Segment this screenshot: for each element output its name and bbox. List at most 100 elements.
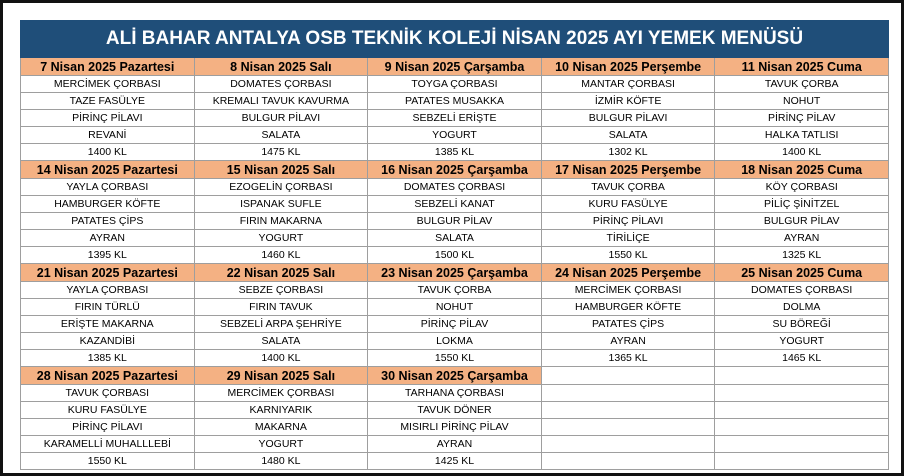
menu-item-row: PİRİNÇ PİLAVI MAKARNA MISIRLI PİRİNÇ PİLAV: [20, 418, 889, 436]
menu-item-cell: YAYLA ÇORBASI: [20, 281, 195, 299]
day-date-header: 29 Nisan 2025 Salı: [193, 366, 369, 385]
menu-item-cell: KARAMELLİ MUHALLLEBİ: [20, 435, 195, 453]
menu-item-cell: PİRİNÇ PİLAVI: [20, 418, 195, 436]
menu-item-cell: PİRİNÇ PİLAV: [714, 109, 889, 127]
day-date-header: 16 Nisan 2025 Çarşamba: [367, 160, 542, 179]
calorie-cell: 1480 KL: [193, 452, 369, 470]
menu-item-cell: LOKMA: [367, 332, 542, 350]
day-date-header: 9 Nisan 2025 Çarşamba: [367, 57, 542, 76]
menu-item-cell: TAVUK ÇORBA: [540, 178, 716, 196]
calorie-cell: 1550 KL: [20, 452, 195, 470]
menu-item-cell: YOGURT: [193, 229, 369, 247]
menu-item-cell: BULGUR PİLAV: [714, 212, 889, 230]
empty-cell: [540, 452, 716, 470]
calorie-cell: 1475 KL: [193, 143, 369, 161]
day-date-header: 10 Nisan 2025 Perşembe: [540, 57, 716, 76]
week-date-row: 14 Nisan 2025 Pazartesi 15 Nisan 2025 Sal…: [20, 160, 889, 179]
menu-item-cell: DOLMA: [714, 298, 889, 316]
calorie-cell: 1400 KL: [20, 143, 195, 161]
menu-item-row: FIRIN TÜRLÜ FIRIN TAVUK NOHUT HAMBURGER KÖF…: [20, 298, 889, 316]
title-row: ALİ BAHAR ANTALYA OSB TEKNİK KOLEJİ NİSA…: [20, 20, 889, 58]
menu-item-cell: MAKARNA: [193, 418, 369, 436]
menu-item-row: 1385 KL 1400 KL 1550 KL 1365 KL 1465 KL: [20, 349, 889, 367]
menu-item-cell: MERCİMEK ÇORBASI: [540, 281, 716, 299]
menu-item-cell: BULGUR PİLAVI: [193, 109, 369, 127]
menu-item-cell: TAZE FASÜLYE: [20, 92, 195, 110]
menu-item-cell: KÖY ÇORBASI: [714, 178, 889, 196]
menu-item-row: KARAMELLİ MUHALLLEBİ YOGURT AYRAN: [20, 435, 889, 453]
day-date-header: 18 Nisan 2025 Cuma: [714, 160, 889, 179]
menu-item-cell: FIRIN TÜRLÜ: [20, 298, 195, 316]
calorie-cell: 1395 KL: [20, 246, 195, 264]
calorie-cell: 1460 KL: [193, 246, 369, 264]
menu-item-cell: NOHUT: [367, 298, 542, 316]
menu-item-cell: PATATES MUSAKKA: [367, 92, 542, 110]
empty-cell: [540, 366, 716, 385]
menu-item-row: ERİŞTE MAKARNA SEBZELİ ARPA ŞEHRİYE PİRİNÇ…: [20, 315, 889, 333]
menu-item-row: YAYLA ÇORBASI EZOGELİN ÇORBASI DOMATES ÇOR…: [20, 178, 889, 196]
menu-item-cell: TAVUK ÇORBASI: [20, 384, 195, 402]
calorie-cell: 1500 KL: [367, 246, 542, 264]
day-date-header: 14 Nisan 2025 Pazartesi: [20, 160, 195, 179]
week-date-row: 28 Nisan 2025 Pazartesi 29 Nisan 2025 Sal…: [20, 366, 889, 385]
empty-cell: [714, 384, 889, 402]
menu-item-cell: DOMATES ÇORBASI: [367, 178, 542, 196]
menu-item-cell: SALATA: [193, 126, 369, 144]
menu-item-cell: TAVUK ÇORBA: [367, 281, 542, 299]
menu-item-cell: PİRİNÇ PİLAVI: [20, 109, 195, 127]
menu-item-cell: MISIRLI PİRİNÇ PİLAV: [367, 418, 542, 436]
calorie-cell: 1302 KL: [540, 143, 716, 161]
menu-item-cell: REVANİ: [20, 126, 195, 144]
empty-cell: [540, 418, 716, 436]
menu-item-cell: AYRAN: [367, 435, 542, 453]
menu-item-cell: HAMBURGER KÖFTE: [20, 195, 195, 213]
day-date-header: 11 Nisan 2025 Cuma: [714, 57, 889, 76]
menu-item-row: REVANİ SALATA YOGURT SALATA HALKA TATLISI: [20, 126, 889, 144]
menu-item-row: YAYLA ÇORBASI SEBZE ÇORBASI TAVUK ÇORBA MER…: [20, 281, 889, 299]
menu-item-cell: KURU FASÜLYE: [20, 401, 195, 419]
menu-item-cell: ISPANAK SUFLE: [193, 195, 369, 213]
menu-item-cell: TOYGA ÇORBASI: [367, 75, 542, 93]
empty-cell: [714, 366, 889, 385]
day-date-header: 7 Nisan 2025 Pazartesi: [20, 57, 195, 76]
calorie-cell: 1465 KL: [714, 349, 889, 367]
week-date-row: 21 Nisan 2025 Pazartesi 22 Nisan 2025 Sal…: [20, 263, 889, 282]
menu-item-row: 1395 KL 1460 KL 1500 KL 1550 KL 1325 KL: [20, 246, 889, 264]
day-date-header: 28 Nisan 2025 Pazartesi: [20, 366, 195, 385]
menu-item-cell: TAVUK ÇORBA: [714, 75, 889, 93]
empty-cell: [714, 418, 889, 436]
menu-item-cell: YOGURT: [367, 126, 542, 144]
day-date-header: 17 Nisan 2025 Perşembe: [540, 160, 716, 179]
menu-item-cell: EZOGELİN ÇORBASI: [193, 178, 369, 196]
calorie-cell: 1425 KL: [367, 452, 542, 470]
menu-item-cell: YAYLA ÇORBASI: [20, 178, 195, 196]
menu-item-cell: KARNIYARIK: [193, 401, 369, 419]
menu-item-cell: AYRAN: [20, 229, 195, 247]
day-date-header: 25 Nisan 2025 Cuma: [714, 263, 889, 282]
menu-item-cell: PİRİNÇ PİLAV: [367, 315, 542, 333]
menu-item-cell: MERCİMEK ÇORBASI: [193, 384, 369, 402]
menu-item-row: KURU FASÜLYE KARNIYARIK TAVUK DÖNER: [20, 401, 889, 419]
menu-item-cell: SALATA: [193, 332, 369, 350]
menu-item-cell: PİLİÇ ŞİNİTZEL: [714, 195, 889, 213]
menu-item-cell: FIRIN MAKARNA: [193, 212, 369, 230]
menu-item-cell: TİRİLİÇE: [540, 229, 716, 247]
menu-item-row: PİRİNÇ PİLAVI BULGUR PİLAVI SEBZELİ ERİŞTE…: [20, 109, 889, 127]
menu-item-cell: SEBZELİ ARPA ŞEHRİYE: [193, 315, 369, 333]
menu-item-cell: SU BÖREĞİ: [714, 315, 889, 333]
menu-item-cell: KREMALI TAVUK KAVURMA: [193, 92, 369, 110]
menu-item-row: 1400 KL 1475 KL 1385 KL 1302 KL 1400 KL: [20, 143, 889, 161]
menu-item-cell: SEBZELİ KANAT: [367, 195, 542, 213]
menu-item-cell: İZMİR KÖFTE: [540, 92, 716, 110]
menu-item-cell: SEBZE ÇORBASI: [193, 281, 369, 299]
menu-item-row: HAMBURGER KÖFTE ISPANAK SUFLE SEBZELİ KANA…: [20, 195, 889, 213]
calorie-cell: 1400 KL: [714, 143, 889, 161]
menu-item-row: 1550 KL 1480 KL 1425 KL: [20, 452, 889, 470]
menu-item-cell: BULGUR PİLAVI: [540, 109, 716, 127]
week-date-row: 7 Nisan 2025 Pazartesi 8 Nisan 2025 Salı 9…: [20, 57, 889, 76]
day-date-header: 21 Nisan 2025 Pazartesi: [20, 263, 195, 282]
menu-item-cell: BULGUR PİLAV: [367, 212, 542, 230]
menu-item-cell: PATATES ÇİPS: [540, 315, 716, 333]
calorie-cell: 1385 KL: [20, 349, 195, 367]
